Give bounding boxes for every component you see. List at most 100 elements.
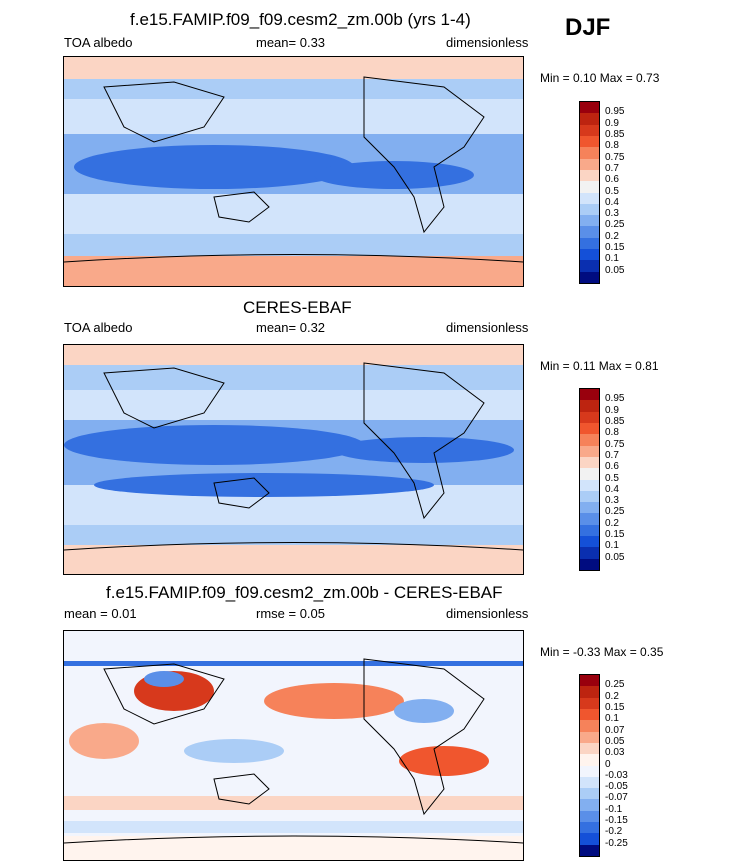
panel1-map-field	[64, 57, 523, 286]
panel3-map	[63, 630, 524, 861]
colorbar-tick-label: 0.07	[605, 724, 625, 736]
panel3-mean-label: mean = 0.01	[64, 606, 137, 621]
colorbar-tick-label: 0.9	[605, 404, 619, 416]
panel2-mean-label: mean= 0.32	[256, 320, 326, 335]
colorbar-tick-label: 0.75	[605, 438, 625, 450]
colorbar-swatch	[580, 434, 599, 446]
colorbar-tick-label: 0.8	[605, 427, 619, 439]
colorbar-swatch	[580, 558, 599, 570]
colorbar-swatch	[580, 536, 599, 548]
colorbar-tick-label: 0.6	[605, 461, 619, 473]
colorbar-swatch	[580, 400, 599, 412]
panel1-colorbar	[579, 101, 600, 284]
colorbar-tick-label: 0.3	[605, 495, 619, 507]
panel3-title: f.e15.FAMIP.f09_f09.cesm2_zm.00b - CERES…	[106, 583, 503, 602]
colorbar-tick-label: 0.7	[605, 162, 619, 174]
colorbar-tick-label: 0.8	[605, 140, 619, 152]
colorbar-swatch	[580, 422, 599, 435]
panel2-title: CERES-EBAF	[243, 298, 352, 317]
colorbar-swatch	[580, 479, 599, 491]
colorbar-tick-label: 0.4	[605, 483, 619, 495]
colorbar-swatch	[580, 675, 599, 687]
colorbar-tick-label: 0.5	[605, 472, 619, 484]
colorbar-tick-label: 0.85	[605, 128, 625, 140]
colorbar-swatch	[580, 226, 599, 238]
colorbar-swatch	[580, 502, 599, 514]
colorbar-tick-label: 0.25	[605, 679, 625, 691]
colorbar-tick-label: 0.7	[605, 449, 619, 461]
colorbar-tick-label: 0.05	[605, 735, 625, 747]
colorbar-tick-label: 0.1	[605, 540, 619, 552]
colorbar-swatch	[580, 147, 599, 159]
colorbar-tick-label: 0.15	[605, 242, 625, 254]
colorbar-swatch	[580, 697, 599, 709]
colorbar-swatch	[580, 513, 599, 525]
colorbar-tick-label: 0.9	[605, 117, 619, 129]
panel2-units-label: dimensionless	[446, 320, 529, 335]
colorbar-tick-label: 0.25	[605, 219, 625, 231]
colorbar-tick-label: -0.2	[605, 826, 623, 838]
colorbar-swatch	[580, 686, 599, 698]
colorbar-tick-label: 0.75	[605, 151, 625, 163]
colorbar-swatch	[580, 215, 599, 227]
panel2-variable-label: TOA albedo	[64, 320, 133, 335]
colorbar-swatch	[580, 169, 599, 182]
panel1-units-label: dimensionless	[446, 35, 529, 50]
colorbar-tick-label: 0.2	[605, 690, 619, 702]
colorbar-tick-label: 0	[605, 758, 611, 770]
colorbar-swatch	[580, 765, 599, 777]
colorbar-tick-label: 0.95	[605, 106, 625, 118]
colorbar-tick-label: 0.6	[605, 174, 619, 186]
colorbar-tick-label: 0.03	[605, 747, 625, 759]
colorbar-swatch	[580, 411, 599, 423]
colorbar-tick-label: -0.07	[605, 792, 628, 804]
colorbar-tick-label: -0.05	[605, 781, 628, 793]
colorbar-swatch	[580, 124, 599, 136]
colorbar-tick-label: 0.1	[605, 253, 619, 265]
colorbar-swatch	[580, 113, 599, 125]
colorbar-swatch	[580, 822, 599, 834]
colorbar-tick-label: 0.1	[605, 713, 619, 725]
panel2-map	[63, 344, 524, 575]
panel2-minmax: Min = 0.11 Max = 0.81	[540, 359, 659, 373]
colorbar-swatch	[580, 445, 599, 457]
colorbar-swatch	[580, 237, 599, 250]
colorbar-swatch	[580, 547, 599, 559]
colorbar-swatch	[580, 249, 599, 261]
colorbar-swatch	[580, 788, 599, 800]
colorbar-swatch	[580, 799, 599, 811]
colorbar-tick-label: 0.3	[605, 208, 619, 220]
panel2-colorbar	[579, 388, 600, 571]
colorbar-tick-label: 0.95	[605, 393, 625, 405]
colorbar-swatch	[580, 271, 599, 283]
colorbar-swatch	[580, 203, 599, 216]
colorbar-tick-label: 0.4	[605, 196, 619, 208]
colorbar-swatch	[580, 456, 599, 469]
panel3-minmax: Min = -0.33 Max = 0.35	[540, 645, 664, 659]
colorbar-swatch	[580, 389, 599, 401]
colorbar-swatch	[580, 102, 599, 114]
colorbar-swatch	[580, 708, 599, 721]
panel3-colorbar	[579, 674, 600, 857]
panel3-units-label: dimensionless	[446, 606, 529, 621]
colorbar-swatch	[580, 742, 599, 755]
panel1-title: f.e15.FAMIP.f09_f09.cesm2_zm.00b (yrs 1-…	[130, 10, 471, 29]
colorbar-tick-label: 0.05	[605, 551, 625, 563]
panel3-rmse-label: rmse = 0.05	[256, 606, 326, 621]
colorbar-swatch	[580, 490, 599, 503]
panel1-variable-label: TOA albedo	[64, 35, 133, 50]
colorbar-swatch	[580, 181, 599, 193]
panel1-minmax: Min = 0.10 Max = 0.73	[540, 71, 660, 85]
colorbar-swatch	[580, 192, 599, 204]
colorbar-tick-label: -0.03	[605, 769, 628, 781]
colorbar-swatch	[580, 776, 599, 789]
colorbar-tick-label: 0.85	[605, 415, 625, 427]
colorbar-tick-label: 0.15	[605, 701, 625, 713]
colorbar-tick-label: 0.2	[605, 517, 619, 529]
colorbar-tick-label: 0.15	[605, 529, 625, 541]
colorbar-swatch	[580, 158, 599, 170]
panel1-map	[63, 56, 524, 287]
panel3-map-field	[64, 631, 523, 860]
colorbar-tick-label: -0.25	[605, 837, 628, 849]
colorbar-swatch	[580, 524, 599, 537]
